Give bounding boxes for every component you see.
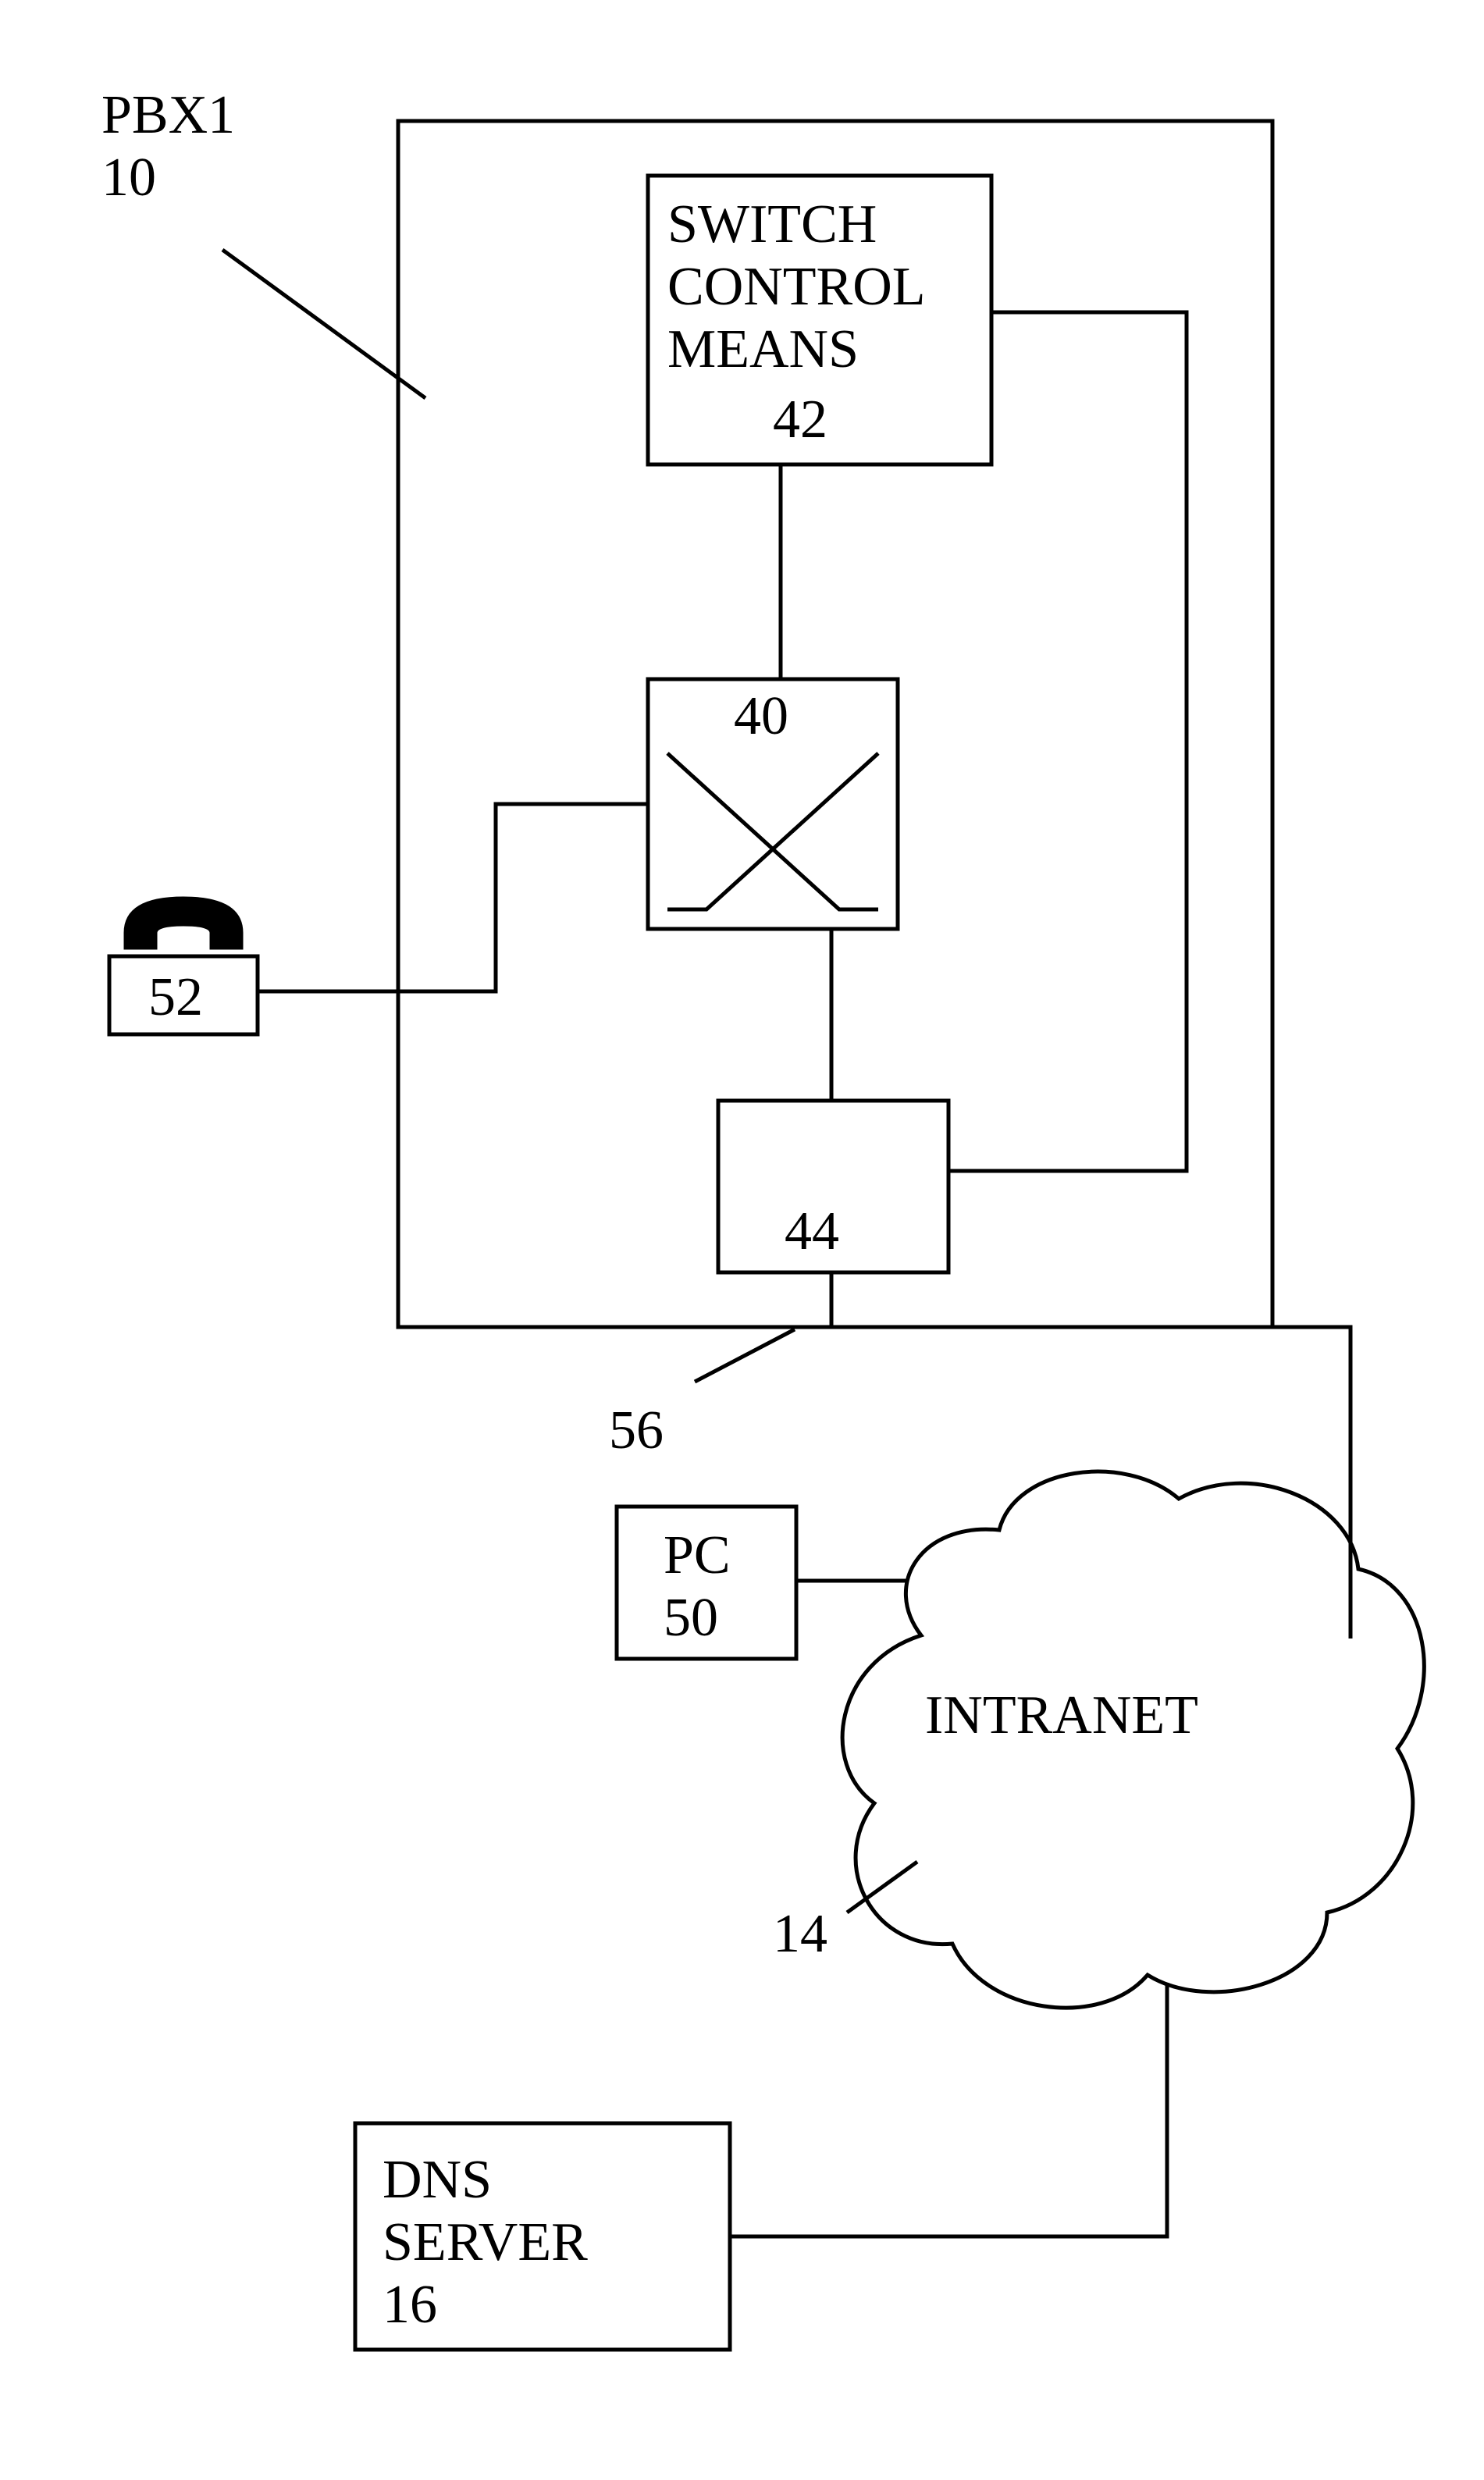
- pbx-leader: [222, 250, 425, 398]
- switch-control-line1: SWITCH: [667, 194, 877, 254]
- dns-server-number: 16: [383, 2275, 437, 2335]
- conn-44-down: [831, 1272, 1351, 1639]
- label-56-leader: [695, 1329, 795, 1382]
- intranet-number: 14: [773, 1904, 827, 1964]
- switch-control-number: 42: [773, 390, 827, 450]
- switch-symbol-1: [667, 753, 878, 909]
- switch-control-line2: CONTROL: [667, 257, 926, 317]
- pc-50-number: 50: [664, 1588, 718, 1648]
- block-44-number: 44: [785, 1201, 839, 1261]
- conn-intranet-to-dns: [730, 1983, 1167, 2236]
- label-56: 56: [609, 1400, 664, 1461]
- conn-44-to-sc: [948, 312, 1187, 1171]
- phone-icon: [125, 898, 242, 948]
- pbx-diagram: PBX1 10 SWITCH CONTROL MEANS 42 40 44 52…: [0, 0, 1484, 2480]
- switch-40-number: 40: [734, 686, 788, 746]
- switch-control-line3: MEANS: [667, 319, 859, 379]
- dns-server-line2: SERVER: [383, 2212, 588, 2272]
- switch-symbol-2: [667, 753, 878, 909]
- phone-52-number: 52: [148, 967, 203, 1027]
- intranet-label: INTRANET: [925, 1685, 1198, 1745]
- pbx-label-line2: 10: [101, 148, 156, 208]
- conn-phone-to-40: [258, 804, 648, 991]
- pbx-label-line1: PBX1: [101, 85, 235, 145]
- pc-50-line1: PC: [664, 1525, 731, 1585]
- dns-server-line1: DNS: [383, 2150, 492, 2210]
